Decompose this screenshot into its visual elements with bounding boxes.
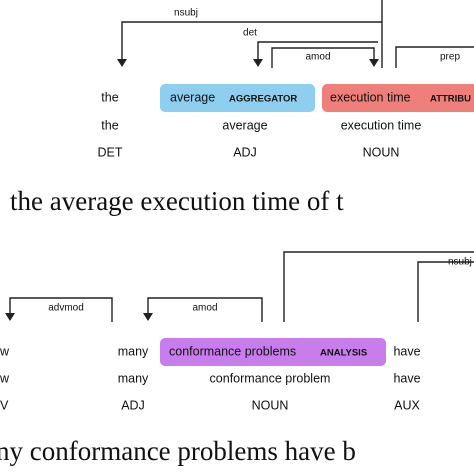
arc — [5, 297, 113, 322]
lemma: average — [222, 118, 267, 132]
arc — [117, 21, 382, 67]
lemma: conformance problem — [210, 371, 331, 385]
arc — [271, 47, 379, 68]
entity-box — [322, 84, 474, 112]
arc — [417, 261, 474, 322]
arc — [253, 41, 378, 67]
token: have — [393, 344, 420, 358]
entity-tag: ANALYSIS — [320, 348, 367, 359]
pos: AUX — [394, 398, 420, 412]
arc-label: nsubj — [174, 8, 198, 19]
arc-label: amod — [305, 52, 330, 63]
entity-box — [160, 84, 315, 112]
lemma: have — [393, 371, 420, 385]
top-arcs: nsubj det amod prep — [117, 0, 474, 68]
entity-tag: AGGREGATOR — [229, 94, 297, 105]
entity-box — [160, 338, 386, 366]
lemma: execution time — [341, 118, 422, 132]
token: execution time — [330, 90, 411, 104]
pos: V — [0, 398, 9, 412]
pos: DET — [98, 145, 123, 159]
token: average — [170, 90, 215, 104]
arc-label: nsubj — [448, 257, 472, 268]
lemma: the — [101, 118, 118, 132]
lemma: w — [0, 371, 10, 385]
lemma: many — [118, 371, 149, 385]
arc-label: det — [243, 28, 257, 39]
arc-label: prep — [440, 52, 460, 63]
arc-label: amod — [192, 303, 217, 314]
token: w — [0, 344, 10, 358]
pos: NOUN — [252, 398, 289, 412]
arc — [283, 251, 474, 322]
token: the — [101, 90, 118, 104]
arc — [395, 46, 474, 68]
pos: ADJ — [233, 145, 257, 159]
entity-tag: ATTRIBU — [430, 94, 471, 105]
pos: NOUN — [363, 145, 400, 159]
token: many — [118, 344, 149, 358]
pos: ADJ — [121, 398, 145, 412]
token: conformance problems — [169, 344, 296, 358]
arc — [143, 297, 263, 322]
sentence: ny conformance problems have b — [0, 436, 356, 466]
bottom-arcs: nsubj advmod amod — [5, 251, 474, 322]
sentence: the average execution time of t — [10, 186, 344, 216]
arc-label: advmod — [48, 303, 84, 314]
